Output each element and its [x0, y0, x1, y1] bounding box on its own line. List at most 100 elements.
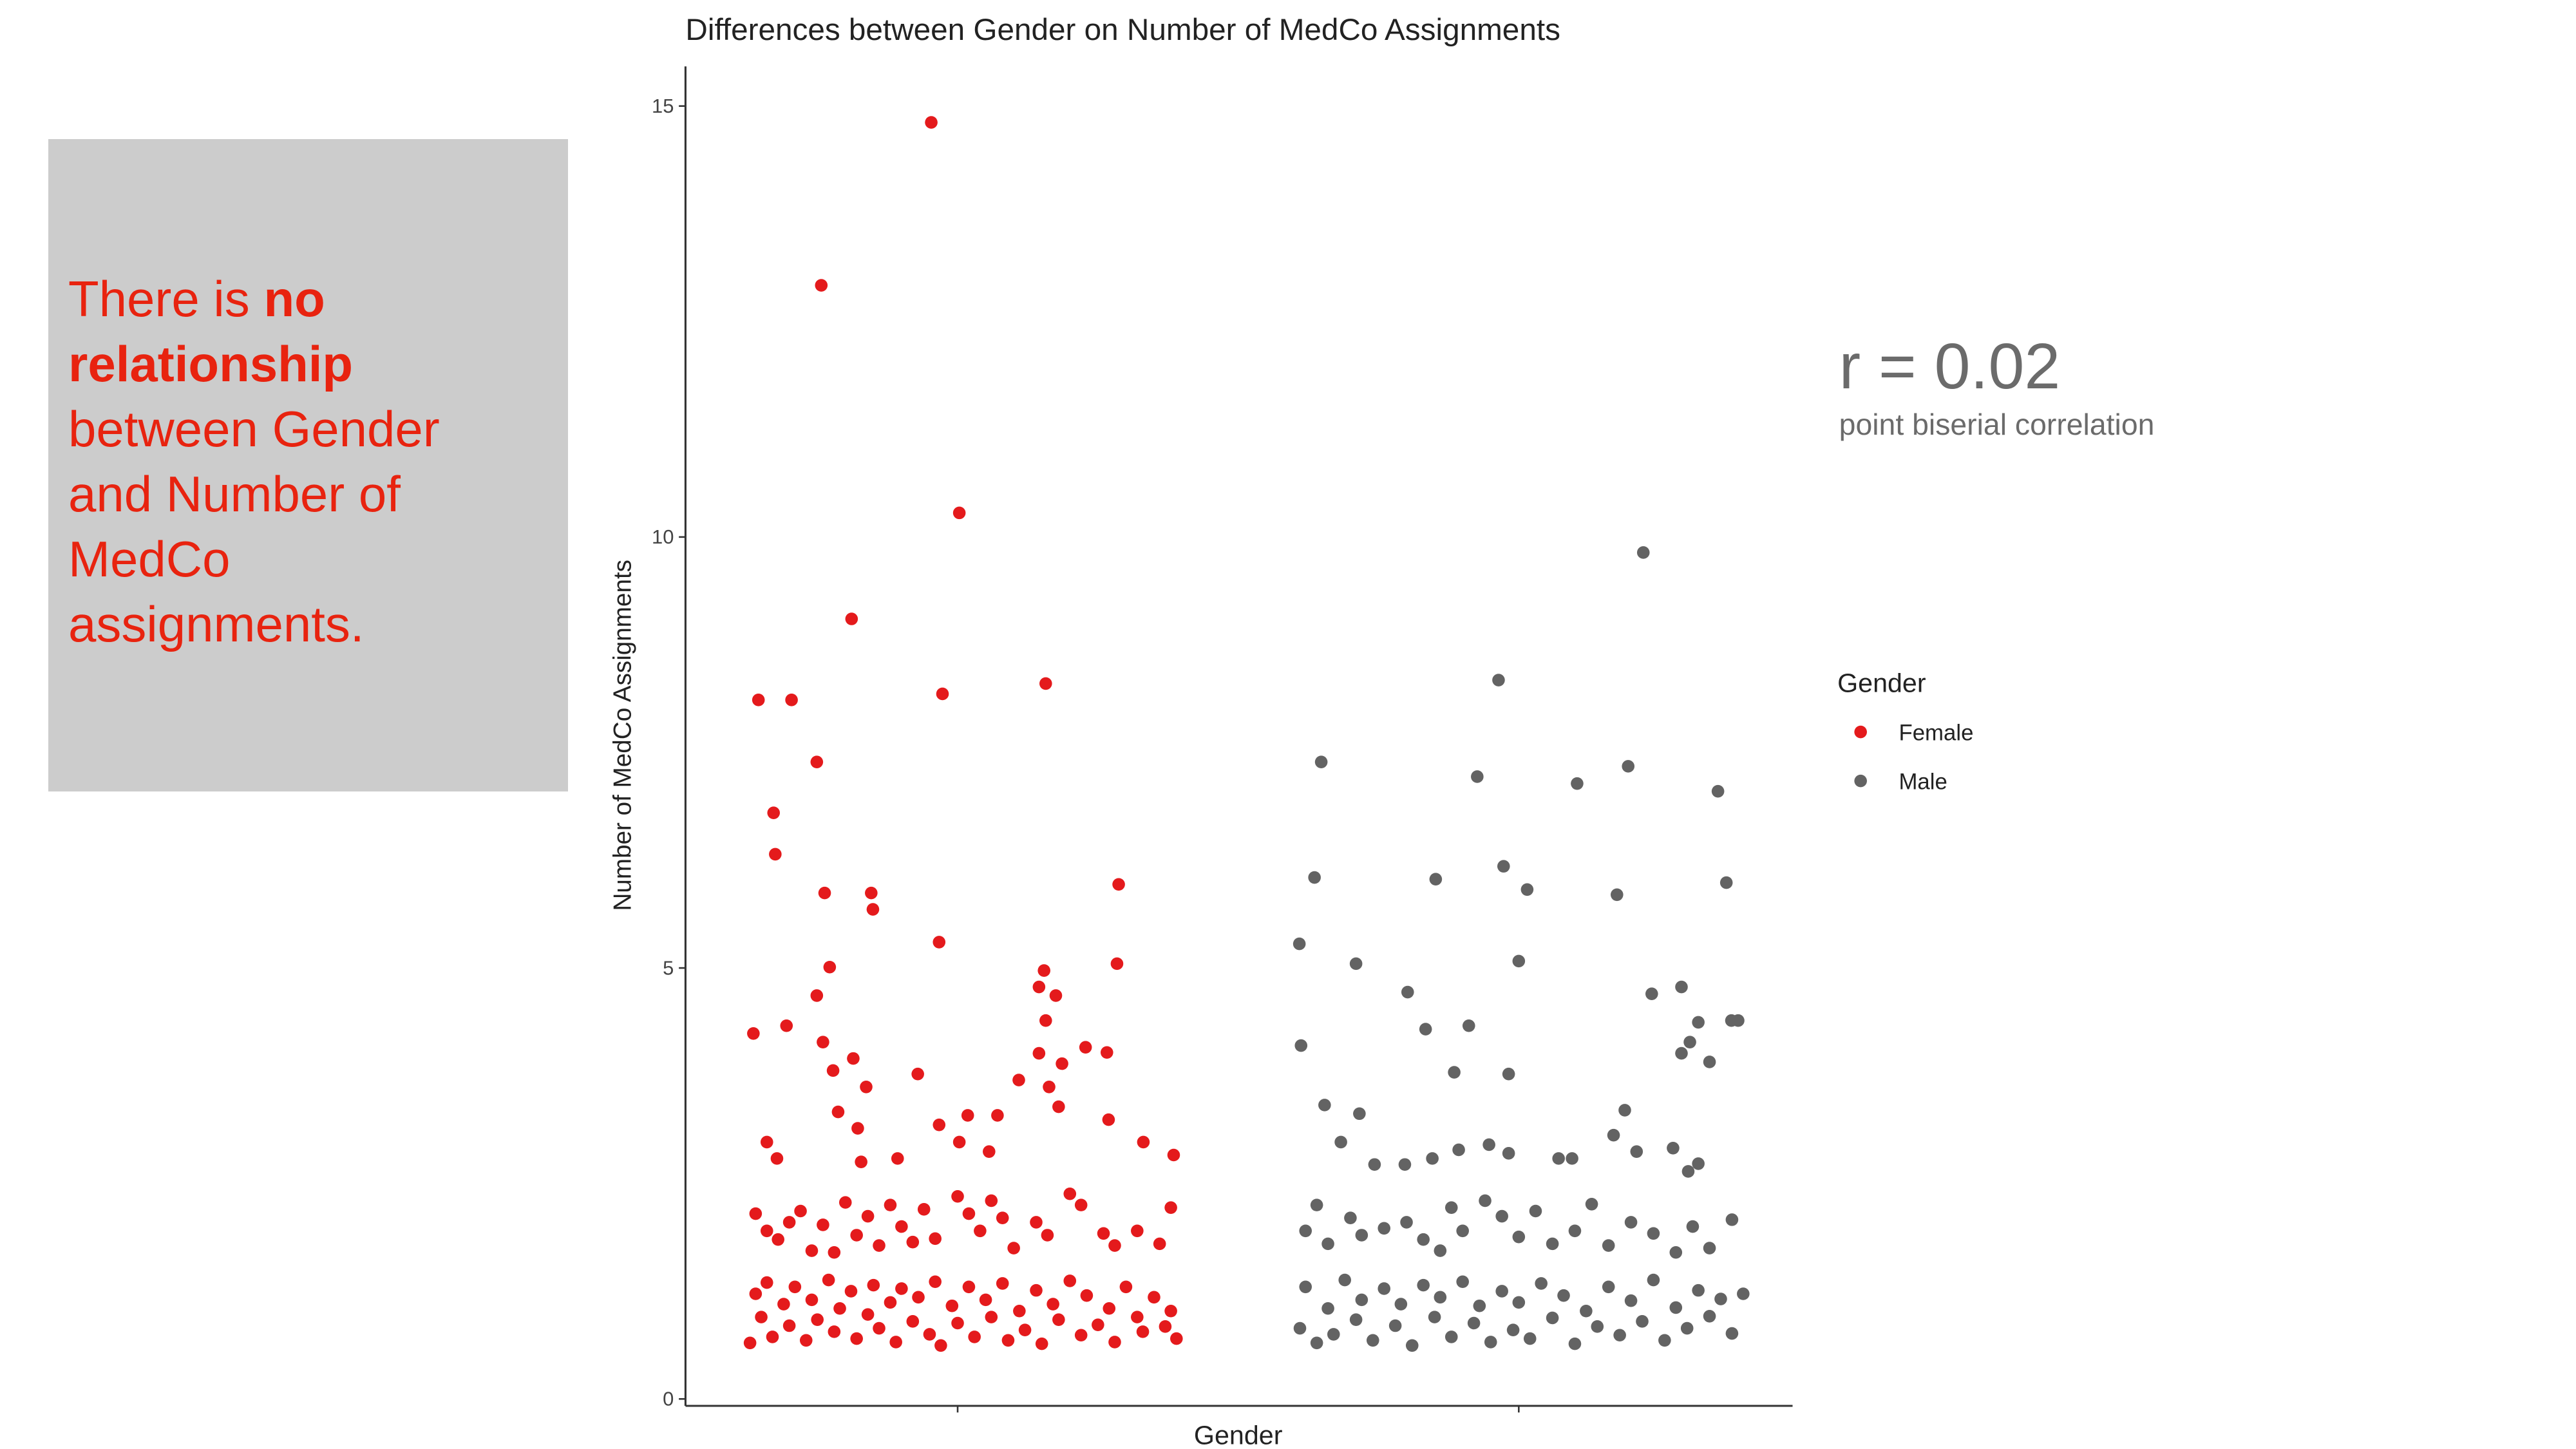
point	[1032, 980, 1046, 994]
point	[805, 1293, 819, 1307]
callout-lead: There is	[68, 270, 250, 327]
point	[1546, 1237, 1559, 1251]
point	[1552, 1152, 1565, 1165]
point	[766, 1331, 779, 1343]
point	[861, 1308, 875, 1321]
point	[979, 1293, 992, 1307]
point	[1675, 1046, 1688, 1060]
point	[962, 1207, 976, 1220]
point	[1398, 1158, 1412, 1171]
point	[1037, 964, 1050, 977]
point	[895, 1282, 908, 1295]
point	[1321, 1237, 1334, 1251]
point	[810, 755, 824, 768]
point	[1622, 760, 1635, 773]
point	[1473, 1299, 1486, 1312]
point	[1164, 1304, 1177, 1318]
point	[911, 1067, 924, 1081]
point	[912, 1291, 925, 1304]
point	[845, 612, 858, 625]
point	[794, 1204, 807, 1218]
point	[1467, 1316, 1481, 1330]
point	[772, 1233, 784, 1246]
point	[1039, 1014, 1052, 1027]
point	[1159, 1320, 1172, 1333]
point	[815, 279, 828, 292]
point	[1703, 1056, 1716, 1068]
point	[1032, 1046, 1046, 1060]
point	[1456, 1224, 1469, 1238]
point	[861, 1209, 875, 1223]
point	[996, 1211, 1009, 1225]
point	[805, 1244, 819, 1257]
point	[855, 1155, 867, 1169]
point	[1557, 1289, 1570, 1302]
point	[1137, 1135, 1150, 1149]
point	[1041, 1229, 1054, 1242]
stat-value: r = 0.02	[1839, 330, 2061, 402]
point	[1013, 1304, 1026, 1318]
point	[1523, 1332, 1537, 1345]
point	[1512, 954, 1526, 968]
point	[1471, 770, 1484, 783]
point	[1310, 1198, 1323, 1211]
point	[844, 1285, 858, 1298]
point	[895, 1220, 908, 1233]
point	[867, 1278, 880, 1292]
point	[1394, 1298, 1408, 1311]
callout-rest: between Gender and Number of MedCo assig…	[68, 401, 440, 652]
point	[1448, 1066, 1461, 1079]
point	[1052, 1100, 1065, 1113]
point	[777, 1298, 790, 1311]
point	[866, 903, 880, 916]
point	[1308, 871, 1321, 884]
point	[1535, 1277, 1548, 1290]
point	[1506, 1323, 1520, 1337]
point	[828, 1325, 841, 1338]
point	[1571, 777, 1584, 790]
point	[1647, 1273, 1660, 1287]
point	[945, 1299, 959, 1312]
point	[1725, 1213, 1739, 1226]
point	[860, 1080, 873, 1094]
point	[1293, 1321, 1307, 1335]
point	[1400, 1216, 1413, 1229]
point	[749, 1207, 762, 1220]
point	[850, 1332, 863, 1345]
y-axis-label: Number of MedCo Assignments	[609, 560, 636, 911]
point	[962, 1280, 976, 1294]
point	[1725, 1327, 1739, 1340]
point	[1405, 1339, 1419, 1352]
point	[1334, 1135, 1347, 1149]
legend-label: Female	[1899, 721, 1973, 745]
point	[1039, 677, 1052, 690]
point	[1546, 1311, 1559, 1325]
point	[952, 1135, 966, 1149]
point	[1102, 1113, 1115, 1126]
point	[1110, 957, 1124, 971]
point	[983, 1145, 996, 1158]
point	[1456, 1275, 1469, 1289]
point	[1012, 1074, 1025, 1086]
callout-box: There is no relationship between Gender …	[48, 139, 568, 791]
x-axis-label: Gender	[1194, 1420, 1283, 1449]
y-tick-label: 10	[652, 526, 674, 548]
y-tick-label: 5	[663, 956, 674, 979]
point	[1170, 1332, 1183, 1345]
point	[933, 936, 946, 949]
point	[1703, 1242, 1716, 1255]
point	[1680, 1321, 1694, 1335]
point	[1484, 1336, 1497, 1349]
point	[1119, 1280, 1133, 1294]
point	[1310, 1336, 1323, 1350]
point	[1355, 1293, 1368, 1307]
point	[752, 694, 765, 706]
point	[1327, 1328, 1340, 1341]
point	[838, 1196, 852, 1209]
point	[1074, 1198, 1088, 1211]
point	[1675, 980, 1688, 994]
point	[891, 1152, 904, 1165]
point	[906, 1235, 920, 1249]
legend-label: Male	[1899, 770, 1947, 795]
